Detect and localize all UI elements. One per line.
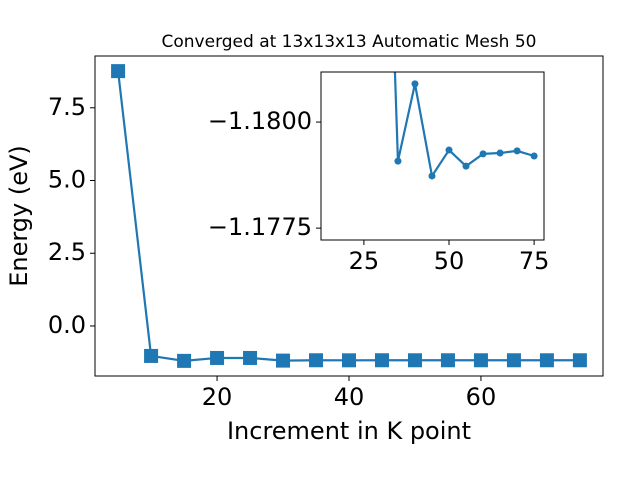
y-tick-label: 5.0	[48, 166, 86, 194]
x-tick-label: 25	[349, 247, 380, 275]
marker	[177, 353, 192, 368]
marker	[374, 353, 389, 368]
marker	[144, 348, 159, 363]
marker	[473, 353, 488, 368]
marker	[394, 157, 402, 165]
marker	[479, 150, 487, 158]
marker	[276, 353, 291, 368]
plot-area	[111, 64, 587, 368]
x-axis-label: Increment in K point	[227, 417, 471, 445]
marker	[539, 353, 554, 368]
plot-area	[393, 72, 538, 180]
chart-title: Converged at 13x13x13 Automatic Mesh 50	[162, 32, 537, 52]
marker	[428, 172, 436, 180]
marker	[530, 152, 538, 160]
x-tick-label: 75	[519, 247, 550, 275]
y-tick-label: 7.5	[48, 93, 86, 121]
marker	[572, 353, 587, 368]
marker	[411, 80, 419, 88]
axes-frame	[94, 55, 604, 377]
marker	[111, 64, 126, 79]
y-tick-label: 0.0	[48, 311, 86, 339]
marker	[445, 146, 453, 154]
marker	[309, 353, 324, 368]
marker	[342, 353, 356, 368]
marker	[506, 353, 521, 368]
x-tick-label: 20	[202, 383, 233, 411]
marker	[210, 350, 225, 365]
y-tick-label: 2.5	[48, 238, 86, 266]
x-tick-label: 60	[466, 383, 497, 411]
y-axis-label: Energy (eV)	[5, 145, 33, 287]
x-tick-label: 50	[434, 247, 465, 275]
data-line	[393, 72, 535, 179]
axes-frame	[320, 71, 545, 241]
y-tick-label: −1.1800	[208, 107, 312, 135]
marker	[243, 350, 258, 365]
marker	[462, 162, 470, 170]
marker	[407, 353, 422, 368]
marker	[496, 149, 504, 157]
y-tick-label: −1.1775	[208, 213, 312, 241]
marker	[513, 147, 521, 155]
plot-background	[321, 72, 544, 240]
marker	[440, 353, 455, 368]
x-tick-label: 40	[334, 383, 365, 411]
